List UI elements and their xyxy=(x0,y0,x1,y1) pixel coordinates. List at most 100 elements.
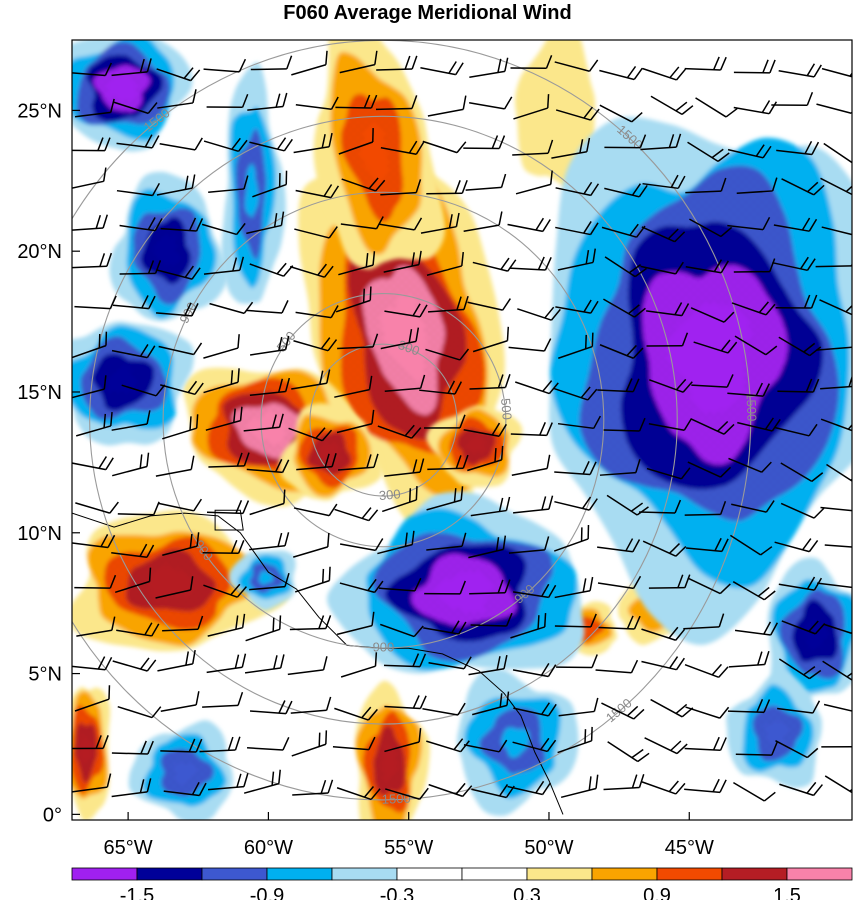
barb-flag xyxy=(675,628,686,641)
barb-shaft xyxy=(384,310,421,318)
barb-flag xyxy=(235,615,239,630)
wind-barb xyxy=(821,64,852,79)
barb-shaft xyxy=(383,664,421,668)
barb-shaft xyxy=(156,187,193,196)
barb-flag xyxy=(713,259,723,273)
wind-barb xyxy=(249,335,290,356)
barb-flag xyxy=(282,737,290,751)
barb-flag xyxy=(141,295,149,309)
barb-flag xyxy=(286,55,293,70)
barb-shaft xyxy=(158,345,194,356)
barb-flag xyxy=(770,622,779,636)
wind-barb xyxy=(74,685,111,712)
wind-barb xyxy=(156,302,199,317)
wind-barb xyxy=(203,137,248,153)
barb-flag xyxy=(498,497,504,512)
barb-flag xyxy=(191,781,200,795)
barb-flag xyxy=(148,567,152,582)
barb-shaft xyxy=(296,465,333,471)
wind-barb xyxy=(823,703,852,714)
y-tick-label: 0° xyxy=(43,804,62,826)
wind-barb xyxy=(287,656,328,676)
barb-flag xyxy=(455,782,466,795)
barb-flag xyxy=(588,59,599,72)
barb-flag xyxy=(461,252,464,267)
barb-shaft xyxy=(208,188,245,194)
range-ring xyxy=(162,191,605,649)
colorbar-swatch xyxy=(201,867,268,881)
wind-barb xyxy=(380,140,425,156)
wind-barb xyxy=(554,613,597,628)
barb-flag xyxy=(632,347,644,359)
barb-flag xyxy=(147,260,155,274)
barb-flag xyxy=(540,737,550,751)
barb-flag xyxy=(325,730,328,745)
barb-shaft xyxy=(246,468,283,474)
wind-barb xyxy=(293,337,338,352)
contour-core xyxy=(666,303,751,412)
wind-barb xyxy=(72,331,108,359)
wind-barb xyxy=(512,139,554,156)
barb-flag xyxy=(191,303,199,317)
barb-flag xyxy=(184,175,189,190)
contour-core xyxy=(173,762,197,784)
barb-flag xyxy=(845,301,852,313)
barb-flag xyxy=(769,258,776,272)
barb-flag xyxy=(231,137,241,150)
barb-flag xyxy=(459,414,466,429)
contour-core xyxy=(106,74,137,102)
barb-shaft xyxy=(736,190,773,195)
barb-shaft xyxy=(551,150,587,159)
barb-shaft xyxy=(249,710,287,715)
barb-flag xyxy=(415,486,418,500)
wind-barb xyxy=(289,263,334,278)
barb-flag xyxy=(584,729,587,744)
barb-flag xyxy=(151,706,162,719)
barb-shaft xyxy=(111,752,148,755)
wind-barb xyxy=(383,250,422,273)
barb-flag xyxy=(593,415,602,429)
barb-flag xyxy=(547,703,557,717)
field-feature xyxy=(514,40,596,190)
barb-flag xyxy=(771,741,778,756)
barb-shaft xyxy=(249,585,286,591)
wind-barb xyxy=(685,177,727,194)
barb-shaft xyxy=(778,336,811,357)
barb-flag xyxy=(271,771,275,786)
barb-shaft xyxy=(121,384,157,397)
wind-barb xyxy=(207,773,249,791)
barb-shaft xyxy=(295,103,332,111)
barb-shaft xyxy=(384,387,421,393)
barb-flag xyxy=(139,657,150,670)
wind-barb xyxy=(639,499,682,514)
wind-barb xyxy=(291,730,328,757)
barb-flag xyxy=(325,50,328,65)
barb-flag xyxy=(760,546,773,556)
barb-flag xyxy=(102,167,107,182)
barb-flag xyxy=(98,334,101,348)
barb-shaft xyxy=(773,224,810,232)
barb-shaft xyxy=(338,264,374,276)
wind-barb xyxy=(289,615,332,631)
barb-flag xyxy=(415,142,425,155)
barb-shaft xyxy=(470,624,507,627)
barb-flag xyxy=(711,663,723,676)
barb-flag xyxy=(723,423,735,435)
barb-shaft xyxy=(336,624,373,636)
contour-core xyxy=(147,565,194,599)
wind-barb xyxy=(603,774,645,791)
barb-shaft xyxy=(293,507,330,517)
wind-barb xyxy=(779,781,823,797)
barb-flag xyxy=(755,382,763,396)
barb-flag xyxy=(806,63,816,77)
barb-flag xyxy=(500,445,504,460)
barb-flag xyxy=(675,703,688,715)
wind-barb xyxy=(203,58,247,73)
barb-flag xyxy=(284,335,290,350)
barb-flag xyxy=(276,137,287,150)
wind-barb xyxy=(729,534,773,556)
wind-barb xyxy=(604,134,647,149)
wind-barb xyxy=(731,301,776,316)
barb-shaft xyxy=(684,747,721,751)
barb-shaft xyxy=(601,226,637,238)
